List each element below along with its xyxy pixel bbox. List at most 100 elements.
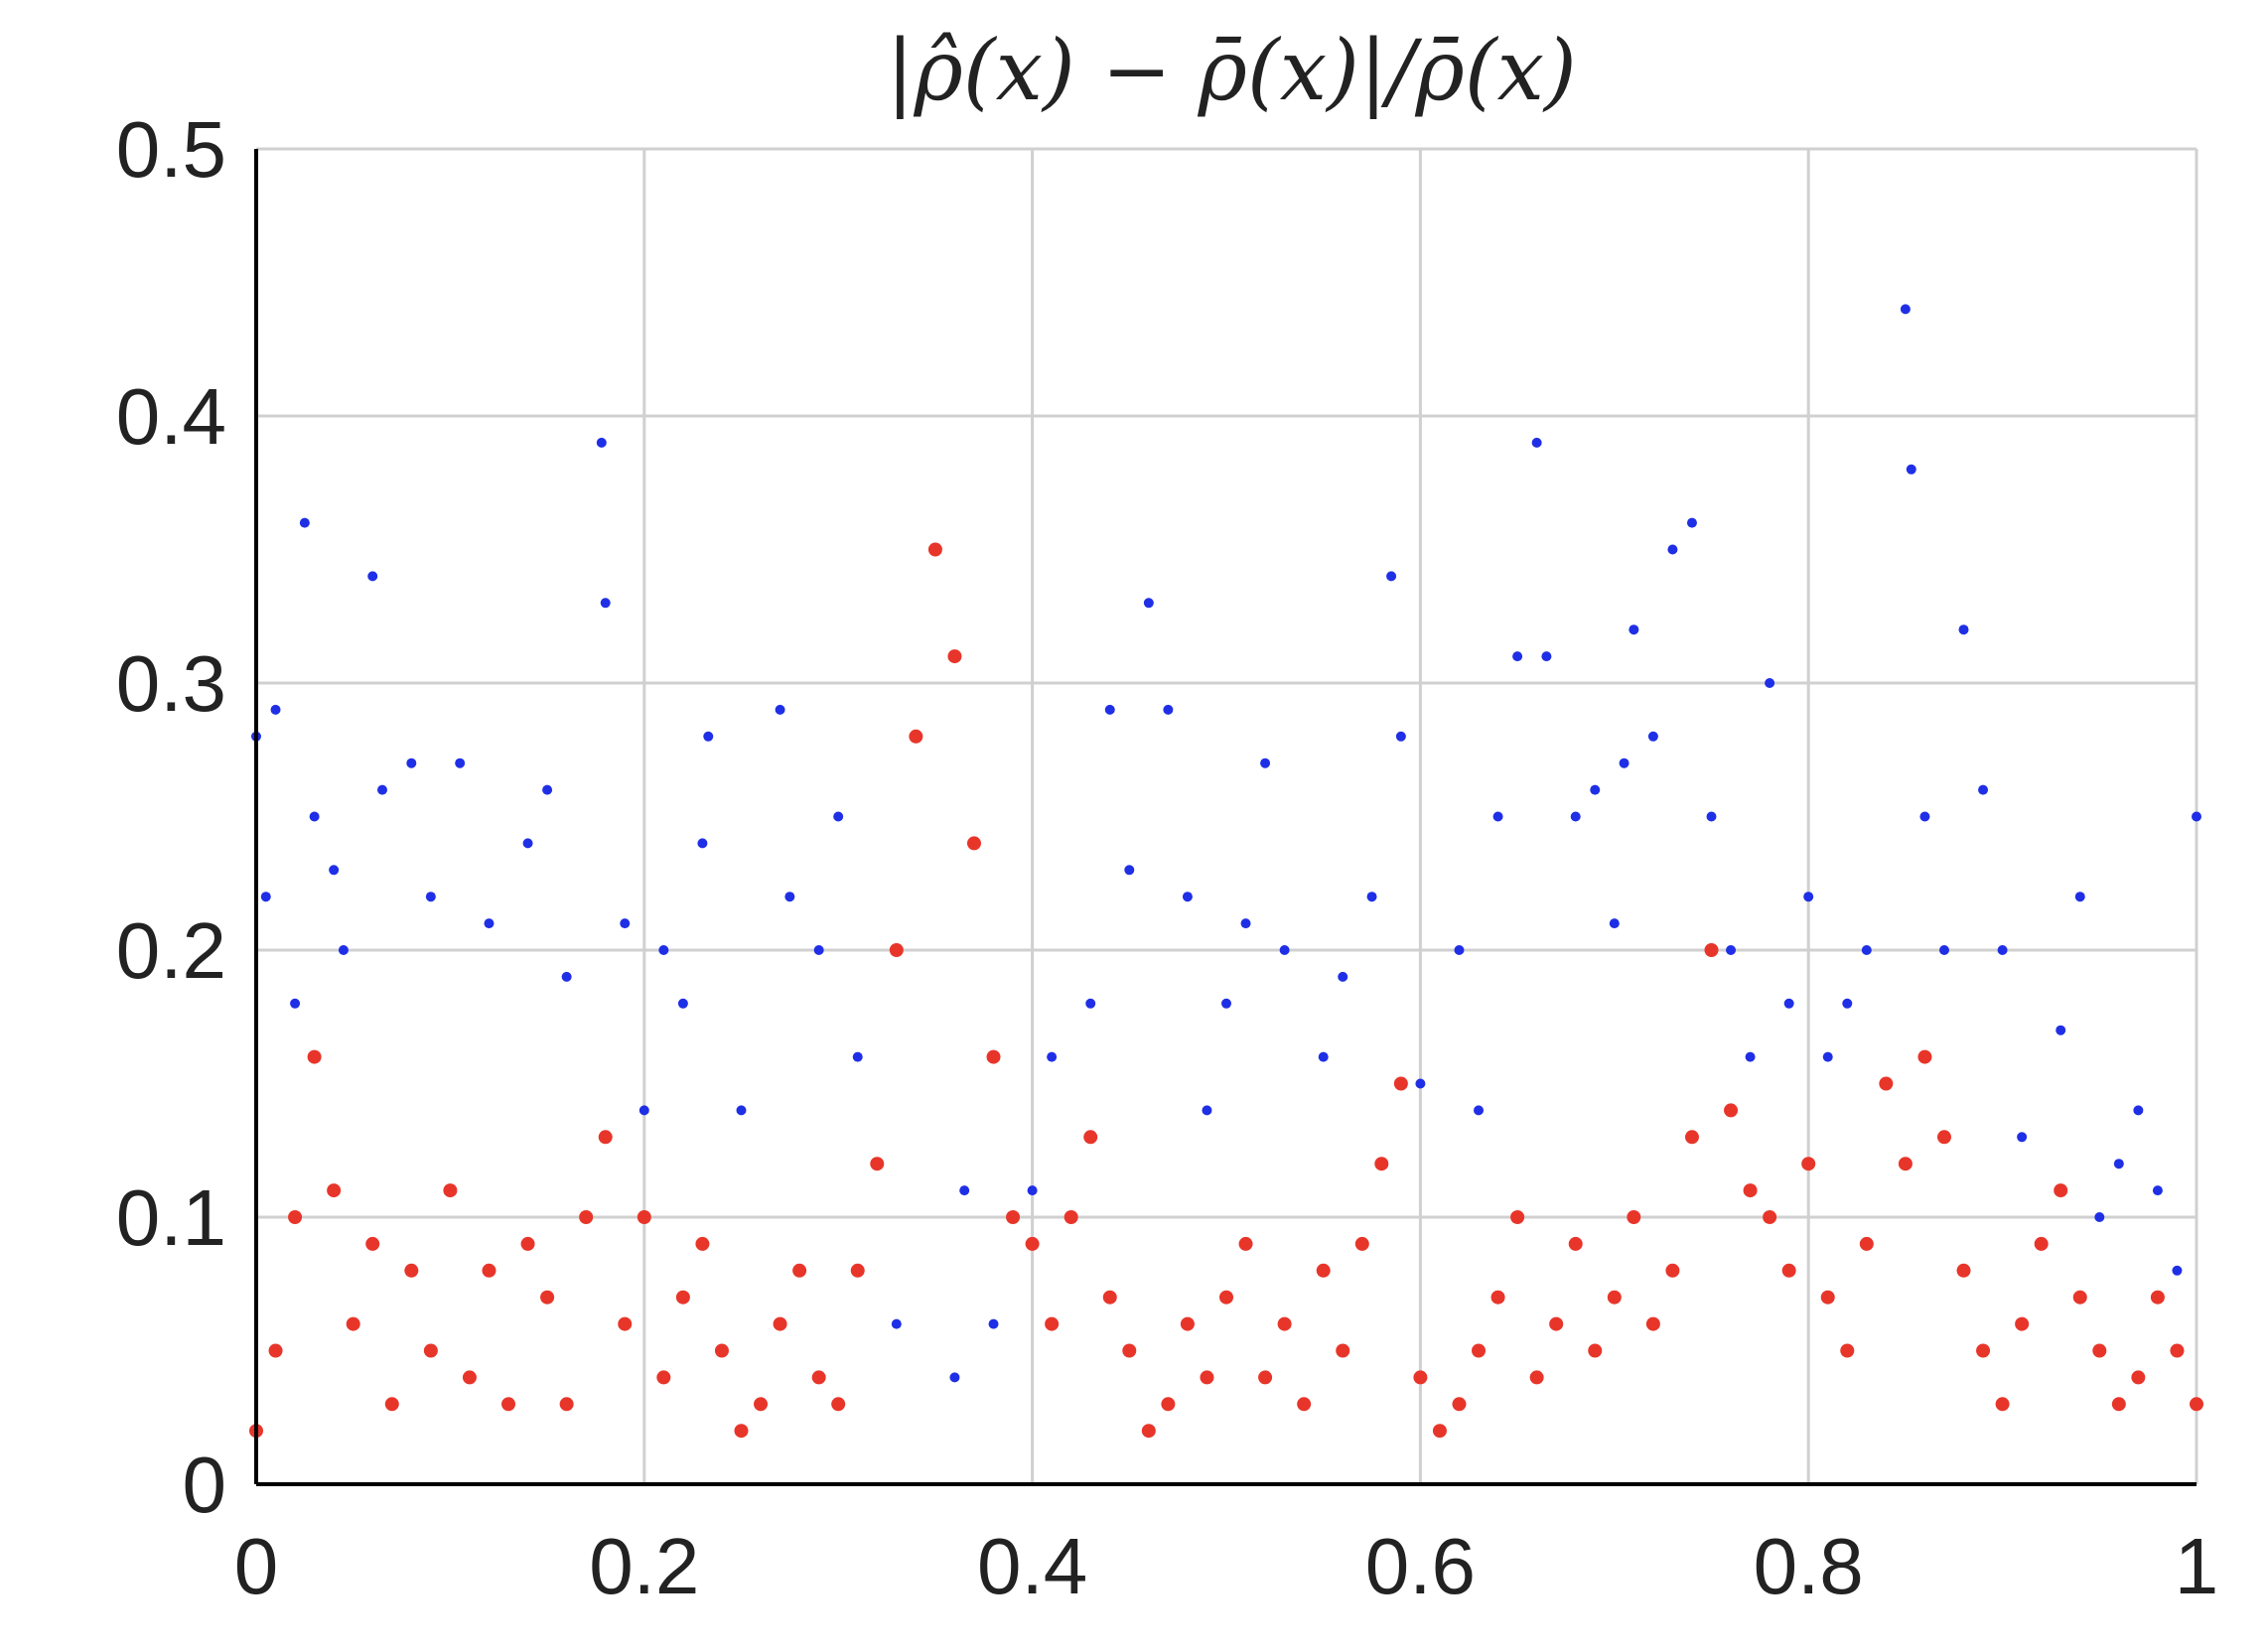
blue-data-point [1958,624,1969,635]
red-data-point [2150,1290,2165,1305]
blue-data-point [1541,651,1552,662]
blue-data-point [852,1051,863,1062]
blue-data-point [561,971,572,982]
blue-data-point [596,437,607,448]
red-data-point [811,1370,826,1385]
x-tick-label: 0.2 [589,1522,699,1610]
red-data-point [1763,1210,1777,1224]
red-data-point [501,1397,516,1412]
blue-data-point [677,998,688,1009]
red-data-point [927,542,942,557]
red-data-point [579,1210,594,1224]
blue-data-point [1474,1105,1485,1116]
red-data-point [1141,1424,1156,1439]
y-tick-label: 0.3 [116,639,226,728]
blue-data-point [1512,651,1523,662]
red-data-point [1801,1157,1816,1171]
blue-data-point [1629,624,1639,635]
red-series [249,542,2203,1439]
y-tick-label: 0.1 [116,1173,226,1262]
y-tick-label: 0 [183,1441,227,1529]
red-data-point [2190,1397,2203,1412]
red-data-point [1297,1397,1312,1412]
red-data-point [1316,1263,1331,1278]
x-tick-label: 0.6 [1365,1522,1476,1610]
red-data-point [1976,1343,1991,1358]
red-data-point [1452,1397,1467,1412]
blue-data-point [697,838,708,849]
blue-data-point [1570,811,1581,822]
blue-data-point [1706,811,1717,822]
red-data-point [637,1210,651,1224]
x-tick-label: 0 [234,1522,279,1610]
blue-data-point [299,517,310,528]
red-data-point [850,1263,865,1278]
blue-data-point [290,998,301,1009]
red-data-point [1472,1343,1487,1358]
blue-data-point [658,945,669,955]
blue-data-point [1124,865,1135,876]
red-data-point [1724,1103,1739,1118]
red-data-point [559,1397,574,1412]
red-data-point [1006,1210,1021,1224]
blue-data-point [1454,945,1465,955]
red-data-point [288,1210,303,1224]
blue-data-point [959,1185,970,1196]
blue-data-point [1415,1078,1426,1089]
y-tick-label: 0.4 [116,372,226,461]
red-data-point [1374,1157,1389,1171]
red-data-point [1122,1343,1137,1358]
blue-data-point [406,757,417,768]
red-data-point [2111,1397,2126,1412]
blue-data-point [1221,998,1231,1009]
red-data-point [384,1397,399,1412]
red-data-point [1879,1076,1894,1091]
red-data-point [346,1316,360,1331]
chart-title: |ρ̂(x) − ρ̄(x)|/ρ̄(x) [886,22,1577,119]
blue-data-point [703,731,714,742]
blue-data-point [522,838,533,849]
blue-data-point [2094,1212,2105,1222]
red-data-point [462,1370,477,1385]
red-data-point [1063,1210,1078,1224]
y-axis-ticks: 0 0.1 0.2 0.3 0.4 0.5 [116,105,226,1529]
blue-data-point [1182,892,1193,902]
blue-data-point [1822,1051,1833,1062]
blue-data-point [1609,918,1620,929]
blue-data-point [270,704,281,715]
red-data-point [966,836,981,851]
blue-data-point [813,945,824,955]
red-data-point [1161,1397,1176,1412]
red-data-point [1180,1316,1195,1331]
blue-data-point [1531,437,1542,448]
blue-data-point [455,757,466,768]
x-tick-label: 0.4 [977,1522,1087,1610]
blue-data-point [1919,811,1930,822]
plot-area [249,147,2203,1486]
red-data-point [443,1183,458,1198]
blue-data-point [338,945,349,955]
blue-data-point [784,892,795,902]
red-data-point [520,1236,535,1251]
red-data-point [714,1343,729,1358]
grid [254,147,2198,1486]
red-data-point [754,1397,769,1412]
blue-data-point [1047,1051,1058,1062]
red-data-point [327,1183,342,1198]
red-data-point [268,1343,283,1358]
red-data-point [1258,1370,1273,1385]
blue-data-point [1366,892,1377,902]
red-data-point [1936,1130,1951,1145]
blue-data-point [1260,757,1271,768]
red-data-point [1510,1210,1525,1224]
red-data-point [618,1316,633,1331]
blue-data-point [1338,971,1348,982]
blue-data-point [1765,678,1775,688]
blue-data-point [1842,998,1853,1009]
red-data-point [1684,1130,1699,1145]
red-data-point [365,1236,380,1251]
blue-data-point [2172,1265,2183,1276]
red-data-point [1432,1424,1447,1439]
red-data-point [1025,1236,1040,1251]
